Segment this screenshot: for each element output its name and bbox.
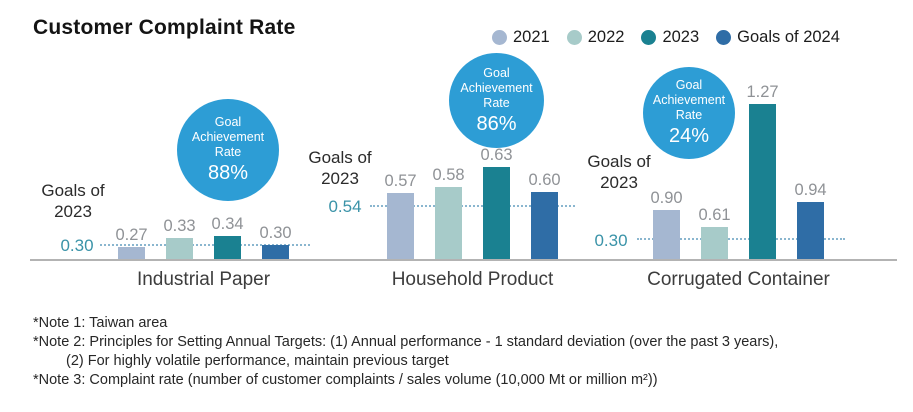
goal-2023-label: Goals of 2023 [41, 181, 105, 221]
bar-value-label: 0.34 [211, 215, 244, 233]
bar-value-label: 0.90 [650, 189, 683, 207]
bar-cell: 0.90 [650, 189, 683, 259]
goal-achievement-badge: Goal Achievement Rate 86% [449, 53, 544, 148]
goal-achievement-badge: Goal Achievement Rate 24% [643, 67, 735, 159]
bar-group: 0.57 0.58 0.63 0.60 [384, 146, 561, 259]
legend-item-2021: 2021 [492, 28, 550, 47]
goal-achievement-badge: Goal Achievement Rate 88% [177, 99, 279, 201]
bar-value-label: 0.57 [384, 172, 417, 190]
bar-value-label: 0.30 [259, 224, 292, 242]
chart-title: Customer Complaint Rate [33, 16, 296, 39]
legend-item-2022: 2022 [566, 28, 625, 47]
category-label: Household Product [391, 269, 554, 290]
x-axis-line [30, 259, 897, 261]
legend-swatch-2022-icon [566, 30, 582, 45]
note-3: *Note 3: Complaint rate (number of custo… [33, 372, 658, 388]
goal-achievement-text: Goal Achievement Rate [652, 78, 726, 122]
bar-value-label: 1.27 [746, 83, 779, 101]
bar-cell: 0.63 [480, 146, 513, 259]
bar [531, 192, 558, 259]
legend-label-2022: 2022 [587, 28, 625, 46]
bar-value-label: 0.58 [432, 166, 465, 184]
goal-dotted-line [637, 238, 845, 240]
bar-value-label: 0.61 [698, 206, 731, 224]
legend: 2021 2022 2023 Goals of 2024 [492, 28, 840, 47]
goal-achievement-value: 88% [207, 162, 249, 184]
bar-cell: 1.27 [746, 83, 779, 259]
bar-cell: 0.27 [115, 226, 148, 259]
bar-value-label: 0.33 [163, 217, 196, 235]
note-2-continued: (2) For highly volatile performance, mai… [66, 353, 449, 369]
bar-cell: 0.57 [384, 172, 417, 259]
bar-group: 0.90 0.61 1.27 0.94 [650, 83, 827, 259]
goal-dotted-line [370, 205, 575, 207]
bar-cell: 0.94 [794, 181, 827, 259]
goal-achievement-text: Goal Achievement Rate [191, 115, 265, 159]
bar [387, 193, 414, 259]
legend-swatch-2021-icon [492, 30, 507, 45]
bar [118, 247, 145, 259]
goal-2023-value: 0.30 [60, 236, 94, 255]
bar [749, 104, 776, 259]
bar [483, 167, 510, 259]
bar [653, 210, 680, 259]
bar-cell: 0.58 [432, 166, 465, 259]
category-label: Industrial Paper [136, 269, 271, 290]
bar-cell: 0.61 [698, 206, 731, 259]
bar [166, 238, 193, 259]
bar-cell: 0.34 [211, 215, 244, 259]
bar-cell: 0.30 [259, 224, 292, 259]
legend-label-2023: 2023 [662, 28, 700, 46]
bar-group: 0.27 0.33 0.34 0.30 [115, 215, 292, 259]
goal-2023-label: Goals of 2023 [587, 152, 651, 192]
category-label: Corrugated Container [647, 269, 830, 290]
bar [701, 227, 728, 259]
legend-swatch-2023-icon [641, 30, 657, 45]
bar-value-label: 0.27 [115, 226, 148, 244]
goal-dotted-line [100, 244, 310, 246]
goal-2023-label: Goals of 2023 [308, 148, 372, 188]
goal-2023-value: 0.30 [594, 231, 628, 250]
bar-value-label: 0.60 [528, 171, 561, 189]
goal-achievement-value: 86% [476, 112, 517, 135]
note-2: *Note 2: Principles for Setting Annual T… [33, 334, 779, 350]
bar [214, 236, 241, 259]
legend-swatch-goals-2024-icon [716, 30, 732, 45]
bar [262, 245, 289, 259]
bar [797, 202, 824, 259]
legend-label-goals-2024: Goals of 2024 [737, 28, 840, 46]
goal-achievement-text: Goal Achievement Rate [460, 65, 533, 110]
bar-value-label: 0.94 [794, 181, 827, 199]
bar-cell: 0.33 [163, 217, 196, 259]
goal-achievement-value: 24% [668, 125, 710, 147]
legend-label-2021: 2021 [513, 28, 550, 46]
note-1: *Note 1: Taiwan area [33, 315, 168, 331]
legend-item-goals-2024: Goals of 2024 [716, 28, 840, 47]
footnotes: *Note 1: Taiwan area *Note 2: Principles… [33, 314, 778, 390]
bar-cell: 0.60 [528, 171, 561, 259]
bar-value-label: 0.63 [480, 146, 513, 164]
bar [435, 187, 462, 259]
legend-item-2023: 2023 [641, 28, 699, 47]
goal-2023-value: 0.54 [328, 197, 362, 216]
